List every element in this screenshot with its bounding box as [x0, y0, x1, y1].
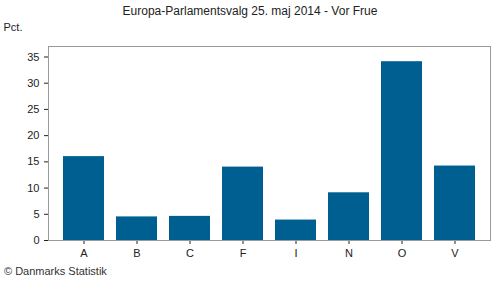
svg-text:C: C: [186, 247, 194, 259]
svg-text:B: B: [133, 247, 140, 259]
svg-text:25: 25: [27, 103, 39, 115]
svg-text:20: 20: [27, 129, 39, 141]
svg-text:35: 35: [27, 51, 39, 63]
svg-text:5: 5: [33, 208, 39, 220]
html-text:© Danmarks Statistik: © Danmarks Statistik: [4, 265, 107, 277]
svg-text:A: A: [80, 247, 88, 259]
svg-text:N: N: [345, 247, 353, 259]
svg-text:15: 15: [27, 155, 39, 167]
svg-text:V: V: [451, 247, 459, 259]
svg-text:Pct.: Pct.: [4, 21, 23, 33]
svg-text:I: I: [294, 247, 297, 259]
svg-text:30: 30: [27, 77, 39, 89]
html-text:Europa-Parlamentsvalg 25. maj: Europa-Parlamentsvalg 25. maj 2014 - Vor…: [122, 4, 378, 18]
svg-text:0: 0: [33, 234, 39, 246]
svg-text:10: 10: [27, 182, 39, 194]
svg-text:F: F: [240, 247, 247, 259]
svg-text:O: O: [398, 247, 407, 259]
